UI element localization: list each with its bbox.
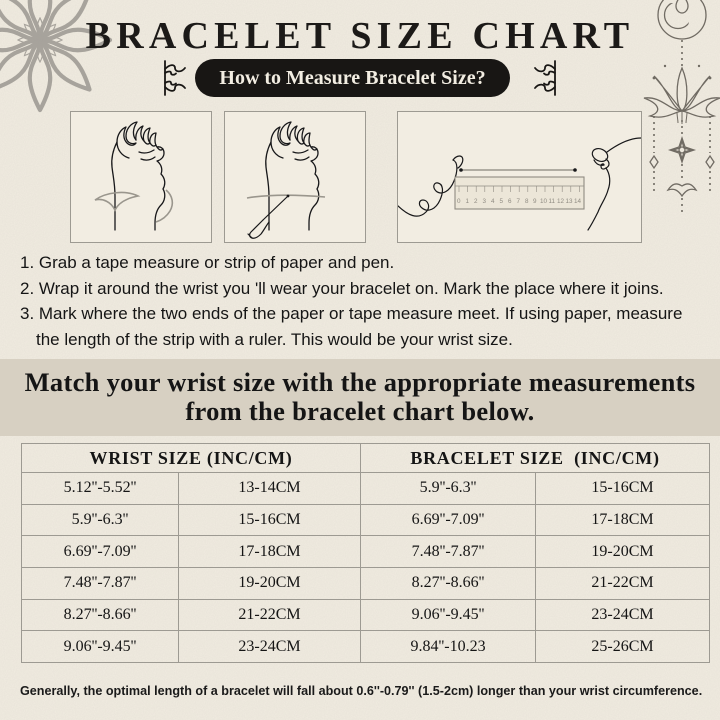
- svg-text:1: 1: [466, 198, 470, 205]
- svg-text:2: 2: [474, 198, 478, 205]
- svg-text:6: 6: [508, 198, 512, 205]
- svg-text:4: 4: [491, 198, 495, 205]
- svg-text:8: 8: [525, 198, 529, 205]
- svg-text:3: 3: [483, 198, 487, 205]
- svg-text:13: 13: [566, 198, 574, 205]
- svg-text:9: 9: [533, 198, 537, 205]
- svg-text:5: 5: [500, 198, 504, 205]
- svg-text:14: 14: [574, 198, 582, 205]
- svg-text:0: 0: [457, 198, 461, 205]
- svg-text:7: 7: [517, 198, 521, 205]
- svg-text:12: 12: [557, 198, 565, 205]
- svg-text:11: 11: [549, 198, 556, 205]
- svg-text:10: 10: [540, 198, 548, 205]
